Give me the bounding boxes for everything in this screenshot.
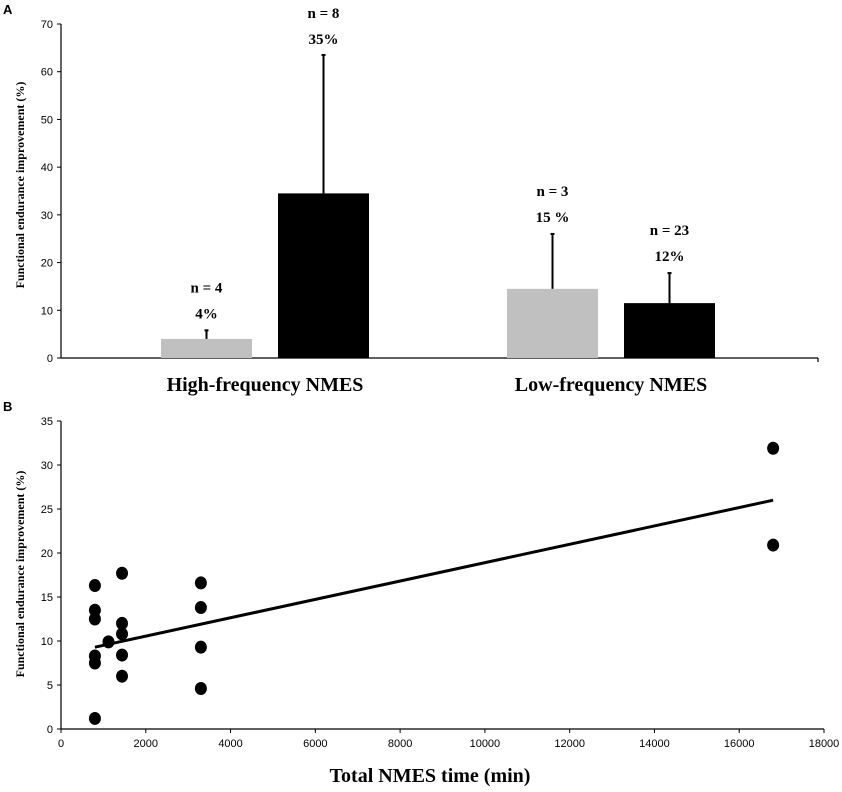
panel-b-x-tick-label: 10000 bbox=[470, 738, 501, 750]
panel-b-x-tick-label: 16000 bbox=[724, 738, 755, 750]
scatter-point bbox=[88, 711, 101, 725]
bar-n-label: n = 23 bbox=[650, 223, 689, 239]
bar-percent-label: 12% bbox=[655, 249, 685, 265]
panel-a-y-tick-label: 60 bbox=[41, 67, 53, 79]
scatter-point bbox=[88, 603, 101, 617]
panel-a-y-tick-label: 0 bbox=[47, 353, 53, 365]
trendline bbox=[94, 498, 774, 649]
panel-a-y-tick-label: 70 bbox=[41, 19, 53, 31]
scatter-point bbox=[116, 627, 129, 641]
panel-b-x-tick-label: 8000 bbox=[388, 738, 412, 750]
panel-b-y-tick-label: 20 bbox=[41, 548, 53, 560]
panel-a-letter: A bbox=[3, 2, 13, 17]
panel-b-x-tick-label: 2000 bbox=[134, 738, 158, 750]
bar bbox=[507, 288, 598, 358]
bar bbox=[278, 193, 369, 358]
panel-b-y-axis-label: Functional endurance improvement (%) bbox=[13, 471, 27, 678]
panel-b-x-axis-label: Total NMES time (min) bbox=[330, 765, 531, 787]
bar-n-label: n = 8 bbox=[308, 6, 340, 22]
scatter-point bbox=[116, 616, 129, 630]
panel-b-x-tick-label: 0 bbox=[58, 738, 64, 750]
scatter-point bbox=[116, 669, 129, 683]
bar-percent-label: 4% bbox=[195, 306, 218, 322]
panel-b-x-tick-label: 18000 bbox=[809, 738, 840, 750]
scatter-point bbox=[116, 566, 129, 580]
scatter-point bbox=[194, 601, 207, 615]
scatter-point bbox=[194, 640, 207, 654]
panel-b-y-tick-label: 25 bbox=[41, 504, 53, 516]
panel-b-y-tick-label: 10 bbox=[41, 636, 53, 648]
scatter-point bbox=[767, 538, 780, 552]
bar-percent-label: 15 % bbox=[536, 210, 570, 226]
bar bbox=[161, 338, 252, 358]
panel-b-x-tick-label: 4000 bbox=[218, 738, 242, 750]
scatter-point bbox=[88, 649, 101, 663]
panel-a-y-tick-label: 20 bbox=[41, 258, 53, 270]
bar-percent-label: 35% bbox=[309, 32, 339, 48]
panel-b-x-tick-label: 6000 bbox=[303, 738, 327, 750]
panel-b-y-tick-label: 15 bbox=[41, 592, 53, 604]
panel-a-y-tick-label: 50 bbox=[41, 114, 53, 126]
scatter-point bbox=[88, 579, 101, 593]
scatter-point bbox=[116, 648, 129, 662]
panel-a-y-tick-label: 10 bbox=[41, 305, 53, 317]
scatter-point bbox=[102, 635, 115, 649]
scatter-point bbox=[194, 576, 207, 590]
panel-b-letter: B bbox=[3, 399, 12, 414]
panel-a-y-axis-label: Functional endurance improvement (%) bbox=[13, 82, 27, 289]
panel-a-category-label: High-frequency NMES bbox=[167, 374, 364, 396]
scatter-point bbox=[194, 682, 207, 696]
panel-b-x-tick-label: 12000 bbox=[554, 738, 585, 750]
bar-n-label: n = 4 bbox=[191, 280, 223, 296]
panel-b-y-tick-label: 30 bbox=[41, 460, 53, 472]
bar bbox=[624, 303, 715, 358]
panel-a-y-tick-label: 30 bbox=[41, 210, 53, 222]
panel-b-y-tick-label: 35 bbox=[41, 416, 53, 428]
panel-b-y-tick-label: 0 bbox=[47, 724, 53, 736]
panel-b-y-tick-label: 5 bbox=[47, 680, 53, 692]
panel-b-x-tick-label: 14000 bbox=[639, 738, 670, 750]
scatter-point bbox=[767, 441, 780, 455]
panel-a-y-tick-label: 40 bbox=[41, 162, 53, 174]
bar-n-label: n = 3 bbox=[537, 184, 569, 200]
panel-a-category-label: Low-frequency NMES bbox=[515, 374, 707, 396]
